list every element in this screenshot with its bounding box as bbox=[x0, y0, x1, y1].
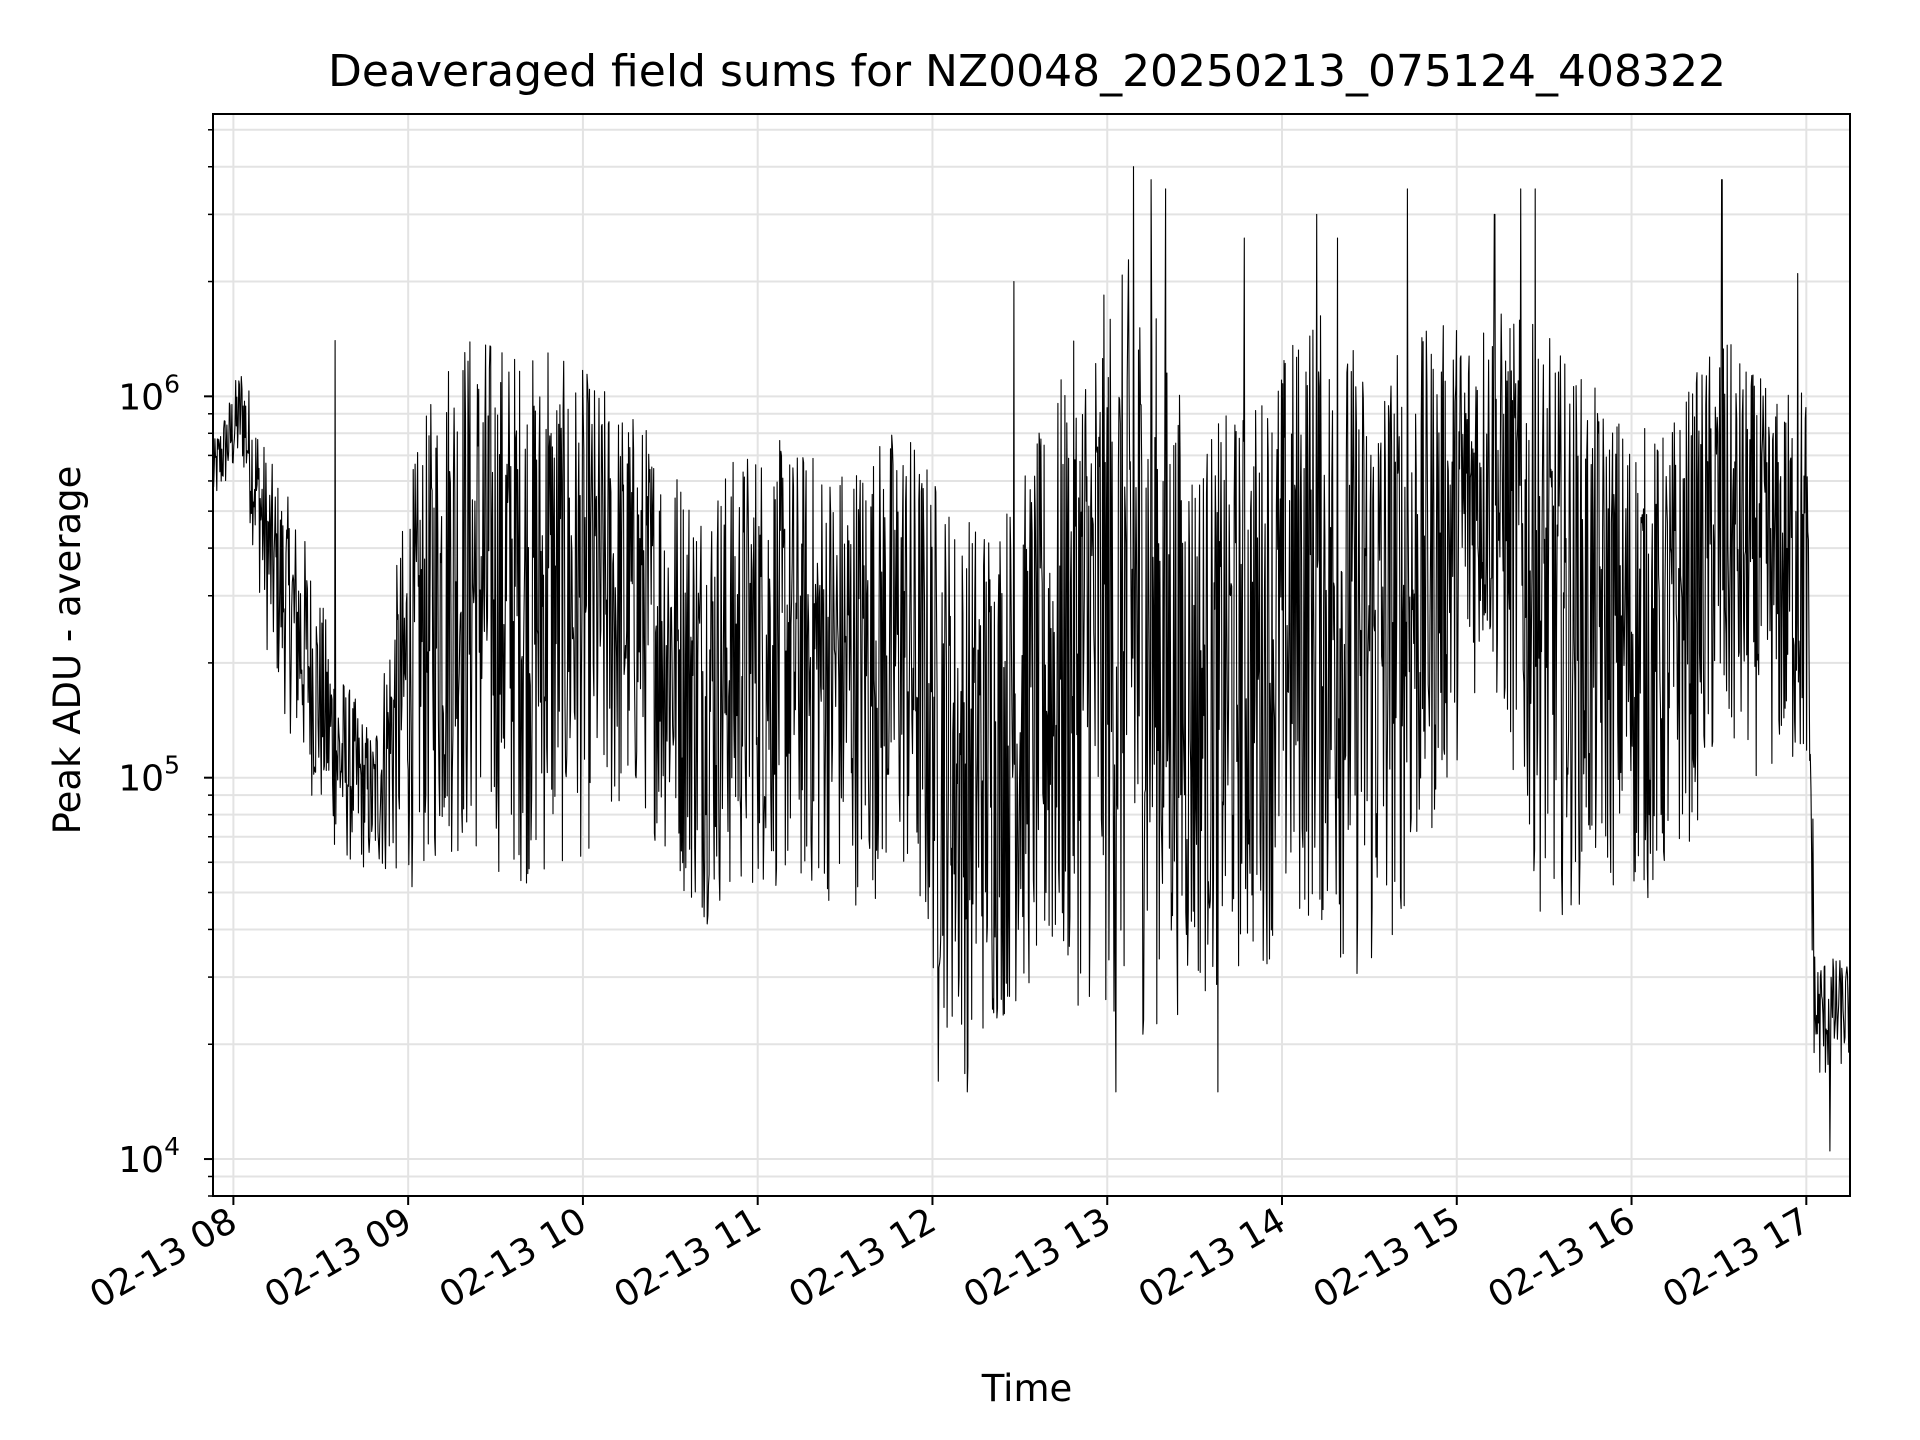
series-line bbox=[212, 166, 1851, 1152]
series-line-path bbox=[212, 166, 1851, 1152]
y-axis-label: Peak ADU - average bbox=[46, 466, 89, 835]
chart-title: Deaveraged field sums for NZ0048_2025021… bbox=[328, 46, 1726, 97]
y-axis-ticks: 104 105 106 bbox=[118, 129, 213, 1197]
y-tick-label: 106 bbox=[118, 369, 180, 418]
x-axis-label: Time bbox=[981, 1367, 1073, 1410]
y-tick-label: 105 bbox=[118, 751, 180, 800]
plot-area-frame bbox=[212, 113, 1851, 1197]
y-tick-label: 104 bbox=[118, 1132, 180, 1181]
